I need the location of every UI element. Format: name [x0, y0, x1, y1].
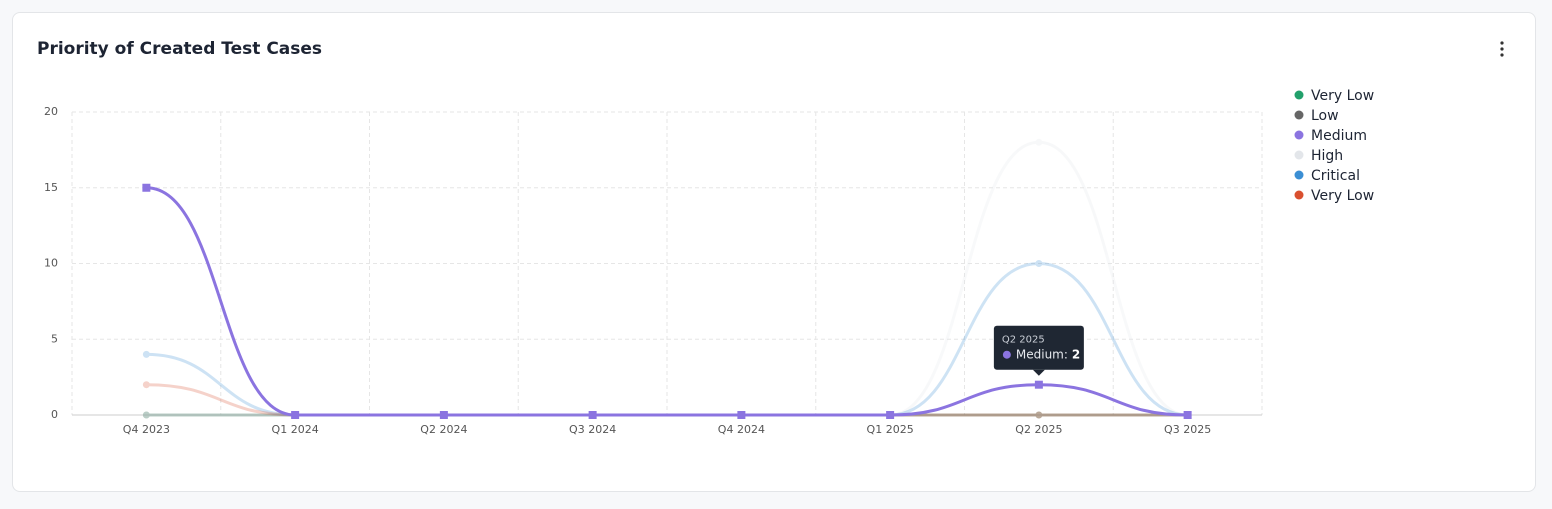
menu-icon[interactable] [1500, 41, 1504, 57]
series [142, 183, 1192, 419]
tooltip-series: Medium: [1016, 347, 1068, 361]
point [142, 411, 150, 419]
legend-marker [1294, 90, 1304, 100]
point [142, 411, 150, 419]
x-tick-label: Q4 2024 [718, 423, 765, 436]
y-tick-label: 15 [44, 181, 58, 194]
tooltip-title: Q2 2025 [1002, 335, 1045, 346]
tooltip-box [993, 325, 1084, 370]
x-tick-label: Q3 2024 [569, 423, 616, 436]
legend-label: Critical [1311, 168, 1360, 184]
point [588, 411, 597, 419]
point [1034, 380, 1043, 389]
y-tick-label: 10 [44, 257, 58, 270]
legend-label: High [1311, 148, 1343, 164]
tooltip-label: Medium: 2 [1016, 347, 1080, 361]
x-tick-label: Q1 2025 [867, 423, 914, 436]
point [439, 411, 448, 419]
legend-label: Very Low [1311, 188, 1374, 204]
x-tick-label: Q1 2024 [272, 423, 319, 436]
point [1183, 411, 1192, 419]
point [1035, 260, 1043, 267]
x-tick-label: Q3 2025 [1164, 423, 1211, 436]
legend-label: Low [1311, 108, 1339, 124]
tooltip-arrow [1032, 369, 1045, 376]
point [737, 411, 746, 419]
legend-marker [1294, 150, 1304, 160]
series-line [146, 186, 1188, 417]
x-tick-label: Q2 2024 [420, 423, 467, 436]
tooltip-value: 2 [1072, 347, 1080, 361]
point [142, 381, 150, 389]
y-tick-label: 20 [44, 105, 58, 118]
point [142, 183, 151, 192]
point [1035, 138, 1043, 146]
card [12, 12, 1536, 492]
point [1035, 411, 1043, 419]
y-tick-label: 0 [51, 408, 58, 421]
point [1035, 411, 1043, 419]
y-tick-label: 5 [51, 332, 58, 345]
chart-title: Priority of Created Test Cases [37, 39, 322, 59]
legend-label: Very Low [1311, 88, 1374, 104]
legend-marker [1294, 130, 1304, 140]
legend-label: Medium [1311, 128, 1367, 144]
legend-marker [1294, 170, 1304, 180]
x-tick-label: Q2 2025 [1015, 423, 1062, 436]
series [142, 138, 1192, 419]
point [1035, 411, 1043, 419]
point [291, 411, 300, 419]
point [142, 411, 150, 419]
x-tick-label: Q4 2023 [123, 423, 170, 436]
legend-marker [1294, 190, 1304, 200]
tooltip-marker [1002, 350, 1011, 359]
point [142, 350, 150, 358]
point [886, 411, 895, 419]
legend-marker [1294, 110, 1304, 120]
